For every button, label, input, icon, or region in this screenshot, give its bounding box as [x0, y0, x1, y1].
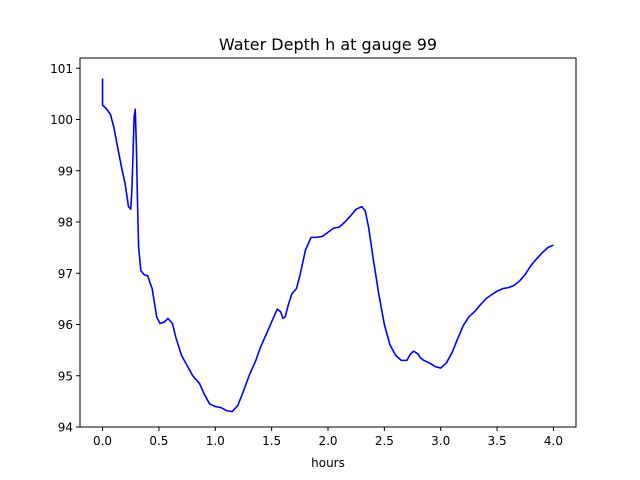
- x-tick-label: 1.0: [206, 434, 225, 448]
- y-tick-label: 99: [58, 164, 73, 178]
- chart-title: Water Depth h at gauge 99: [219, 35, 437, 54]
- y-tick-label: 101: [50, 62, 73, 76]
- x-tick-label: 1.5: [262, 434, 281, 448]
- plot-area: [101, 78, 554, 413]
- y-tick-label: 97: [58, 267, 73, 281]
- x-tick-label: 3.0: [431, 434, 450, 448]
- series-line-1: [101, 78, 554, 413]
- y-tick-label: 100: [50, 113, 73, 127]
- y-tick-label: 95: [58, 369, 73, 383]
- x-tick-label: 4.0: [544, 434, 563, 448]
- y-tick-label: 94: [58, 421, 73, 435]
- x-axis-label: hours: [311, 456, 345, 470]
- axes: 0.0 0.5 1.0 1.5 2.0 2.5 3.0 3.5 4.0 94 95 96 97 98 99 1…: [50, 57, 577, 448]
- x-tick-label: 2.0: [318, 434, 337, 448]
- x-tick-label: 2.5: [375, 434, 394, 448]
- x-tick-label: 0.0: [93, 434, 112, 448]
- x-tick-label: 3.5: [488, 434, 507, 448]
- y-tick-label: 98: [58, 216, 73, 230]
- x-tick-label: 0.5: [149, 434, 168, 448]
- y-tick-label: 96: [58, 318, 73, 332]
